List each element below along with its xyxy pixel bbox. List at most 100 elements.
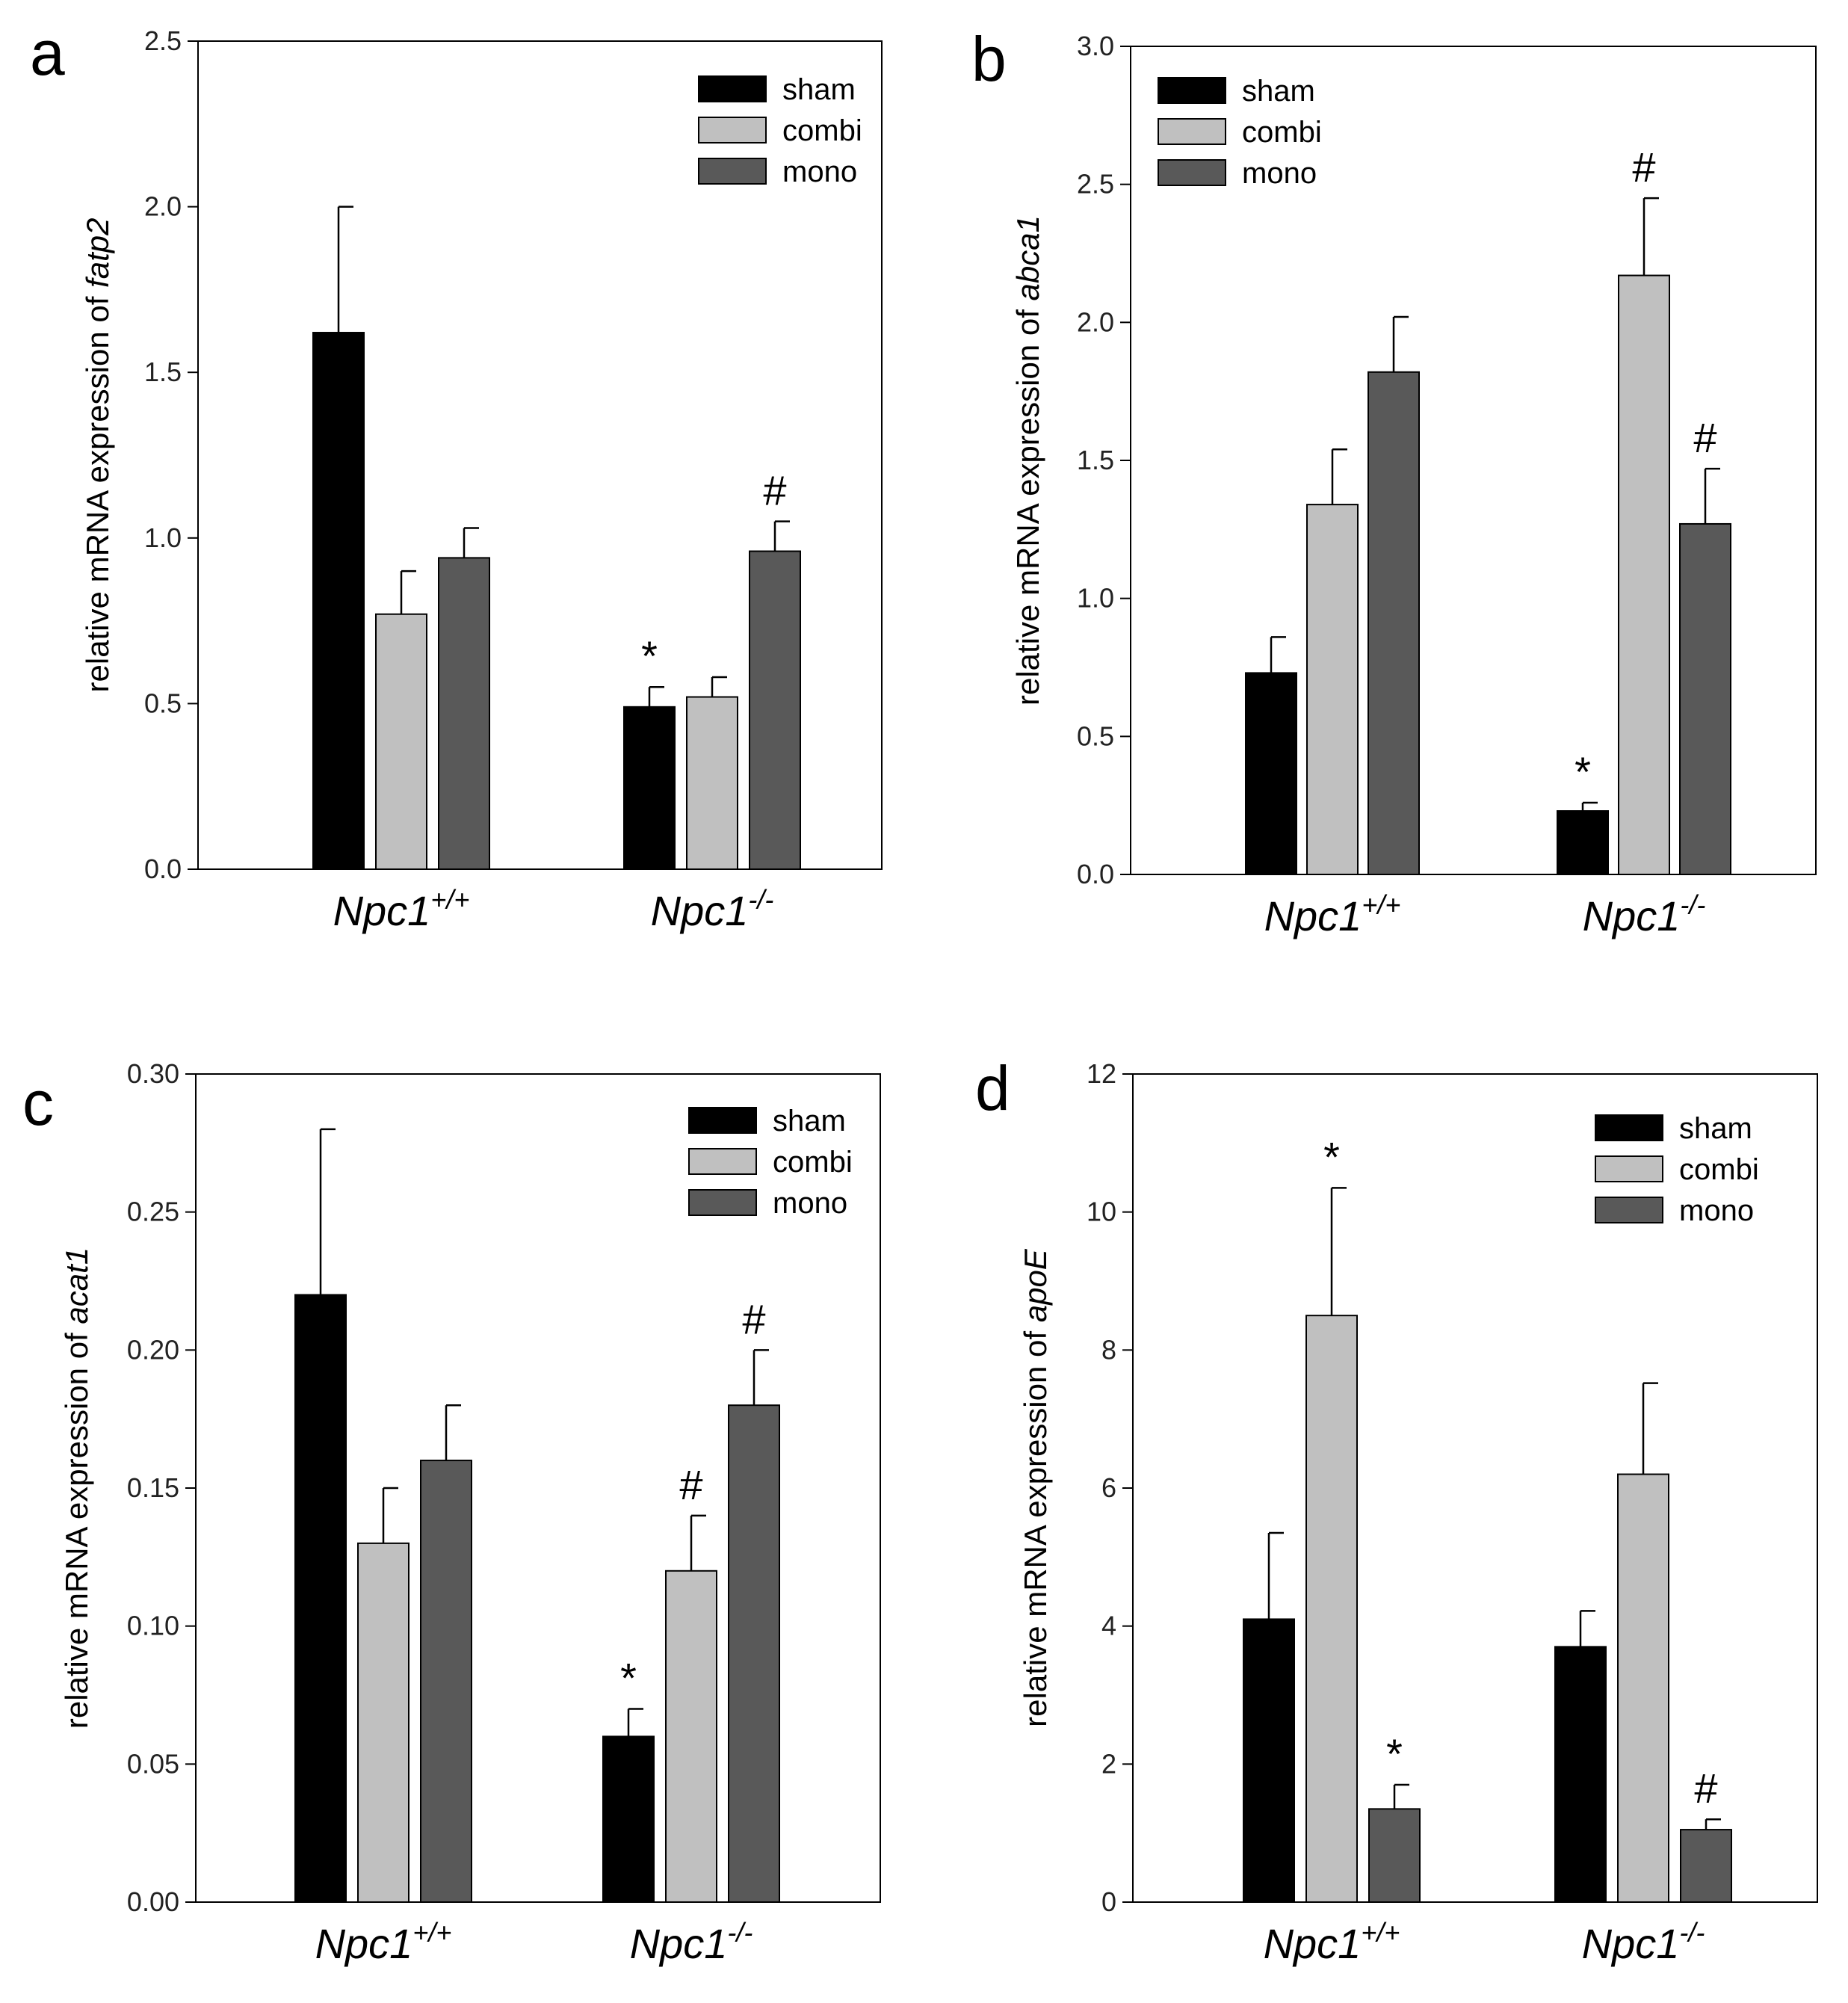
y-tick-label: 0.15 xyxy=(127,1472,179,1503)
y-tick-label: 1.5 xyxy=(1077,445,1114,475)
bar-combi xyxy=(665,1570,717,1904)
legend-swatch-mono xyxy=(688,1189,757,1216)
y-tick-label: 2 xyxy=(1101,1748,1116,1779)
group-label-superscript: -/- xyxy=(1680,889,1705,920)
legend-label-combi: combi xyxy=(1679,1153,1759,1186)
bar-mono xyxy=(728,1404,780,1903)
group-label-base: Npc1 xyxy=(651,887,749,934)
bar-mono xyxy=(749,550,801,870)
group-label: Npc1+/+ xyxy=(315,1917,452,1967)
bar-mono xyxy=(1680,1829,1732,1904)
bar-combi xyxy=(375,613,427,871)
bar-combi xyxy=(1305,1315,1358,1903)
group-label: Npc1+/+ xyxy=(1264,1917,1400,1967)
group-label: Npc1-/- xyxy=(1583,889,1706,939)
bar-sham xyxy=(1554,1646,1607,1904)
group-label-base: Npc1 xyxy=(1264,1920,1362,1967)
y-tick-label: 1.0 xyxy=(144,522,182,553)
bar-combi xyxy=(1306,504,1359,875)
legend-label-combi: combi xyxy=(773,1146,853,1179)
y-axis-title-prefix: relative mRNA expression of xyxy=(1018,1322,1053,1727)
legend-swatch-combi xyxy=(1158,118,1226,145)
y-axis-title-prefix: relative mRNA expression of xyxy=(80,288,115,693)
group-label-base: Npc1 xyxy=(1583,892,1681,939)
y-tick-label: 8 xyxy=(1101,1334,1116,1365)
legend-swatch-sham xyxy=(698,75,767,102)
y-axis-title: relative mRNA expression of abca1 xyxy=(1010,215,1045,706)
panel-d: d 0 2 4 6 8 10 12 relative mRNA expression of ap… xyxy=(975,1053,1818,1967)
bar-sham xyxy=(1243,1618,1295,1904)
y-tick-label: 1.5 xyxy=(144,357,182,387)
group-label-superscript: +/+ xyxy=(412,1917,451,1948)
significance-asterisk: * xyxy=(1574,748,1591,795)
y-tick-label: 10 xyxy=(1087,1197,1116,1227)
group-label-superscript: -/- xyxy=(727,1917,753,1948)
bar-mono xyxy=(1368,371,1420,875)
significance-hash: # xyxy=(679,1461,702,1508)
bar-mono xyxy=(438,557,490,871)
significance-asterisk: * xyxy=(1323,1133,1340,1180)
y-tick-label: 0.00 xyxy=(127,1886,179,1917)
y-tick-label: 0.0 xyxy=(1077,859,1114,889)
legend-swatch-sham xyxy=(1595,1114,1663,1141)
legend-label-sham: sham xyxy=(1679,1112,1752,1145)
legend-swatch-mono xyxy=(1158,159,1226,186)
group-label-superscript: +/+ xyxy=(430,884,469,915)
bar-sham xyxy=(1245,672,1297,875)
group-label: Npc1-/- xyxy=(1582,1917,1705,1967)
y-axis-title-prefix: relative mRNA expression of xyxy=(1010,300,1045,706)
legend-swatch-combi xyxy=(688,1148,757,1175)
bar-sham xyxy=(623,706,676,870)
significance-hash: # xyxy=(742,1295,765,1342)
legend-swatch-mono xyxy=(1595,1197,1663,1223)
legend-label-mono: mono xyxy=(773,1187,847,1220)
significance-asterisk: * xyxy=(641,632,658,679)
y-tick-label: 2.5 xyxy=(1077,169,1114,200)
significance-hash: # xyxy=(763,467,786,514)
y-axis-title-gene: fatp2 xyxy=(80,218,115,288)
legend-label-sham: sham xyxy=(1242,75,1315,108)
y-axis-title-prefix: relative mRNA expression of xyxy=(59,1324,94,1729)
panel-letter: c xyxy=(22,1068,54,1138)
plot-frame xyxy=(197,40,883,870)
group-label-superscript: -/- xyxy=(748,884,773,915)
panel-letter: b xyxy=(971,24,1007,94)
y-tick-label: 4 xyxy=(1101,1611,1116,1641)
panel-b: b 0.0 0.5 1.0 1.5 2.0 2.5 3.0 relative mRNA expr… xyxy=(971,24,1817,939)
y-tick-label: 0.05 xyxy=(127,1748,179,1779)
y-tick-label: 0.10 xyxy=(127,1611,179,1641)
panel-c: c 0.00 0.05 0.10 0.15 0.20 0.25 0.30 relative mR… xyxy=(22,1058,881,1967)
legend-swatch-sham xyxy=(688,1107,757,1134)
significance-asterisk: * xyxy=(620,1654,637,1701)
bar-combi xyxy=(1617,1473,1669,1903)
y-tick-label: 2.5 xyxy=(144,25,182,56)
significance-hash: # xyxy=(1694,1765,1717,1812)
group-label-superscript: +/+ xyxy=(1362,889,1400,920)
y-tick-label: 1.0 xyxy=(1077,583,1114,614)
y-axis-title: relative mRNA expression of acat1 xyxy=(59,1247,94,1729)
y-tick-label: 0 xyxy=(1101,1886,1116,1917)
group-label-base: Npc1 xyxy=(1582,1920,1680,1967)
y-tick-label: 2.0 xyxy=(144,191,182,222)
group-label-base: Npc1 xyxy=(315,1920,413,1967)
group-label-superscript: -/- xyxy=(1679,1917,1705,1948)
y-axis-title-gene: apoE xyxy=(1018,1248,1053,1322)
y-axis-title-gene: abca1 xyxy=(1010,215,1045,300)
y-tick-label: 0.25 xyxy=(127,1197,179,1227)
y-axis-title: relative mRNA expression of apoE xyxy=(1018,1248,1053,1727)
bar-combi xyxy=(1618,274,1670,875)
panel-a: a 0.0 0.5 1.0 1.5 2.0 2.5 relative mRNA express… xyxy=(30,18,883,934)
y-tick-label: 2.0 xyxy=(1077,306,1114,337)
legend-label-mono: mono xyxy=(1242,157,1317,190)
group-label: Npc1+/+ xyxy=(1264,889,1401,939)
panel-letter: a xyxy=(30,18,65,88)
legend-label-combi: combi xyxy=(782,114,862,147)
bar-mono xyxy=(1679,522,1731,875)
group-label-superscript: +/+ xyxy=(1361,1917,1400,1948)
y-tick-label: 0.5 xyxy=(1077,720,1114,751)
y-tick-label: 3.0 xyxy=(1077,31,1114,61)
bar-combi xyxy=(357,1542,410,1904)
y-tick-label: 6 xyxy=(1101,1472,1116,1503)
group-label: Npc1-/- xyxy=(651,884,774,934)
legend-swatch-sham xyxy=(1158,77,1226,104)
